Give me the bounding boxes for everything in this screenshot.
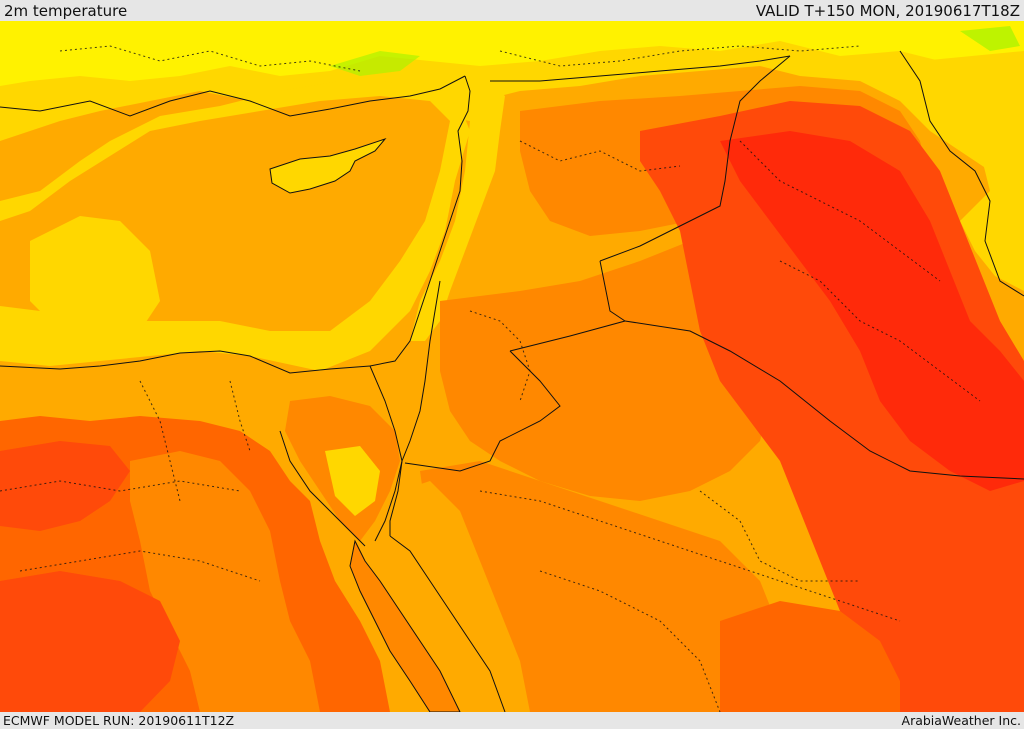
map-title: 2m temperature [4,2,128,20]
boundary-turkey-2 [499,45,861,67]
temp-zone-iraq-red [720,131,1024,491]
border-iraq-saudi [624,320,1024,480]
temp-zone-sinai-yellow [325,446,380,516]
temperature-map [0,21,1024,712]
temp-zone-egypt-orange [130,451,320,712]
boundary-egypt-2 [19,550,261,582]
temp-zone-egypt-south-red [0,571,180,712]
boundary-saudi-2 [539,570,721,712]
boundary-turkey-1 [59,45,361,72]
province-boundaries [0,45,981,712]
credit-label: ArabiaWeather Inc. [901,713,1021,728]
boundary-egypt-4 [229,380,251,452]
temp-zone-sea-west-patch [30,216,160,341]
boundary-saudi-1 [479,490,901,622]
boundary-jordan [469,310,531,402]
border-jordan-saudi [404,350,561,472]
temp-zone-northeast-yellow [920,51,1024,291]
model-run-label: ECMWF MODEL RUN: 20190611T12Z [3,713,235,728]
coastline-levant [369,75,471,367]
coastline-sinai-gulf [279,430,366,547]
red-sea [349,539,461,712]
temp-zone-cool-green-ne [960,26,1020,51]
footer-bar: ECMWF MODEL RUN: 20190611T12Z ArabiaWeat… [0,712,1024,729]
temp-zone-egypt-red [0,441,130,531]
border-syria-north [490,55,791,82]
coastline-turkey-south [0,75,466,117]
border-israel-egypt [369,365,403,462]
temp-zone-levant-coast [410,76,505,341]
border-syria-iraq [599,55,791,262]
coastline-aqaba [389,460,403,536]
temp-zone-sw-red [720,601,900,712]
coastline-egypt-north [0,350,371,374]
country-borders [0,50,1024,712]
coastline-persian-gulf [899,50,1024,297]
temp-zone-cool-green [330,51,420,76]
boundary-syria [519,140,681,172]
header-bar: 2m temperature VALID T+150 MON, 20190617… [0,0,1024,21]
temp-zone-north-light [0,21,1024,86]
jordan-rift [374,280,441,542]
island-cyprus [269,137,387,194]
coastline-red-sea-east [389,535,506,712]
boundary-egypt-1 [0,480,241,492]
temp-zone-west-saudi-amber [400,481,530,712]
boundary-egypt-3 [139,380,181,502]
valid-time-label: VALID T+150 MON, 20190617T18Z [755,2,1020,20]
temp-zone-jordan [440,241,770,501]
